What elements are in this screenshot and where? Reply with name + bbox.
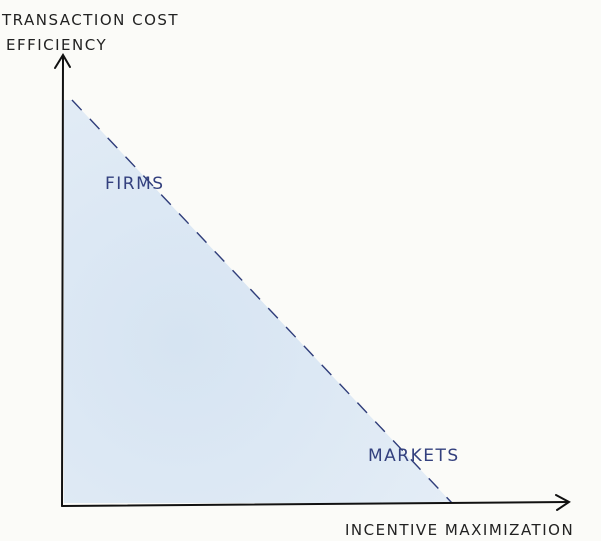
y-axis-label-line2: EFFICIENCY xyxy=(6,36,107,54)
x-axis-label: INCENTIVE MAXIMIZATION xyxy=(345,521,574,539)
y-axis-label-line1: TRANSACTION COST xyxy=(1,11,179,29)
x-axis xyxy=(61,501,569,507)
y-axis xyxy=(61,55,64,507)
axes xyxy=(54,53,571,511)
y-axis-arrow xyxy=(54,53,71,69)
firms-region-shading xyxy=(64,100,452,503)
markets-label: MARKETS xyxy=(368,446,460,466)
x-axis-arrow xyxy=(555,494,571,511)
firms-label: FIRMS xyxy=(105,174,165,194)
